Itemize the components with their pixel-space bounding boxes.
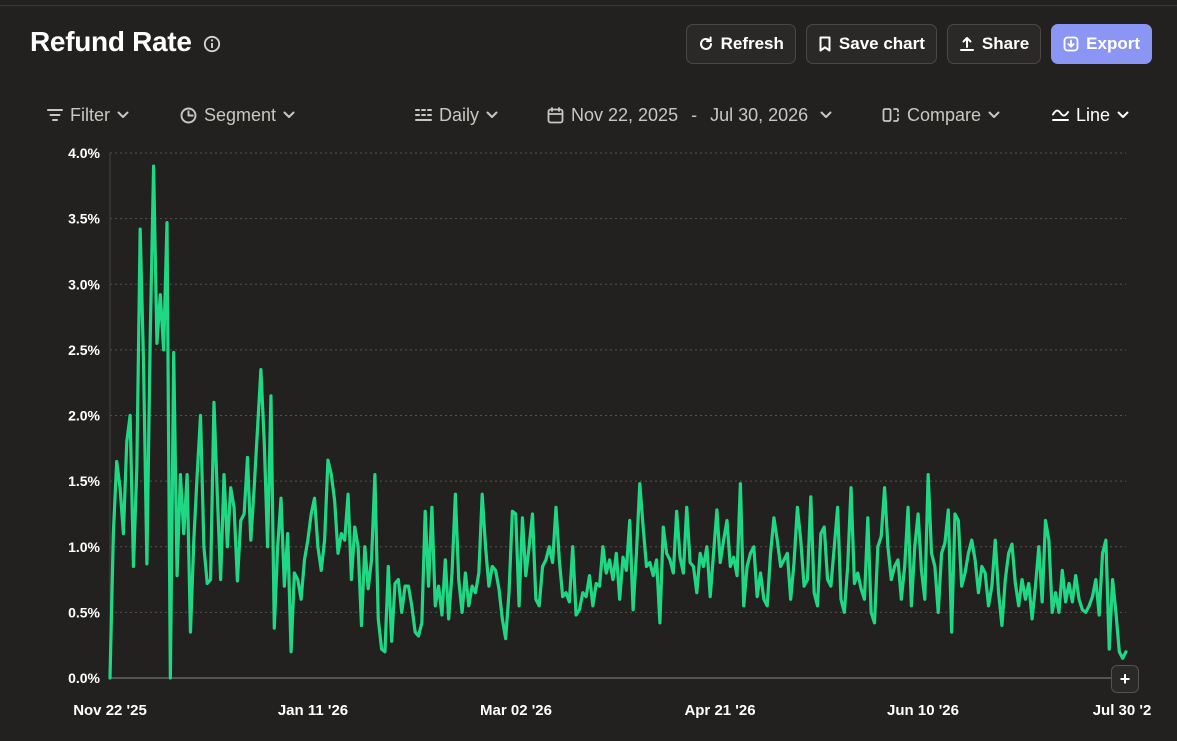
segment-dropdown[interactable]: Segment <box>180 98 295 132</box>
export-button[interactable]: Export <box>1051 24 1152 64</box>
save-chart-label: Save chart <box>838 34 925 53</box>
plus-icon: + <box>1119 668 1131 689</box>
share-button[interactable]: Share <box>946 24 1042 64</box>
filter-icon <box>47 109 63 121</box>
chevron-down-icon <box>117 111 129 118</box>
date-separator: - <box>691 104 698 125</box>
date-end: Jul 30, 2026 <box>710 104 809 125</box>
y-tick-label: 3.0% <box>68 276 100 292</box>
chart-actions: Refresh Save chart Share Export <box>685 24 1152 64</box>
filter-label: Filter <box>70 104 110 125</box>
refund-rate-line-chart[interactable]: 0.0% 0.5% 1.0% 1.5% 2.0% 2.5% 3.0% 3.5% 4.0% Nov… <box>0 140 1177 730</box>
upload-icon <box>959 37 974 51</box>
segment-label: Segment <box>204 104 277 125</box>
y-tick-label: 0.0% <box>68 670 100 686</box>
chevron-down-icon <box>283 111 295 118</box>
bookmark-icon <box>819 36 831 52</box>
x-tick-label: Mar 02 '26 <box>480 702 552 719</box>
export-label: Export <box>1086 34 1140 53</box>
compare-label: Compare <box>907 104 982 125</box>
y-tick-label: 4.0% <box>68 145 100 161</box>
share-label: Share <box>981 34 1030 53</box>
y-tick-label: 2.0% <box>68 408 100 424</box>
pie-icon <box>180 107 197 123</box>
x-axis: Nov 22 '25 Jan 11 '26 Mar 02 '26 Apr 21 '26… <box>73 702 1151 719</box>
x-tick-label: Jun 10 '26 <box>887 702 959 719</box>
compare-icon <box>882 108 899 122</box>
chevron-down-icon <box>820 111 832 118</box>
date-start: Nov 22, 2025 <box>571 104 679 125</box>
refresh-button[interactable]: Refresh <box>685 24 796 64</box>
x-tick-label: Jul 30 '2 <box>1093 702 1152 719</box>
chart-type-label: Line <box>1076 104 1111 125</box>
y-tick-label: 2.5% <box>68 342 100 358</box>
add-annotation-button[interactable]: + <box>1111 665 1139 693</box>
date-range-picker[interactable]: Nov 22, 2025 - Jul 30, 2026 <box>547 98 832 132</box>
chevron-down-icon <box>486 111 498 118</box>
y-tick-label: 3.5% <box>68 211 100 227</box>
interval-dropdown[interactable]: Daily <box>415 98 498 132</box>
chart-header: Refund Rate <box>30 26 222 58</box>
chart-toolbar: Filter Segment Daily Nov 22, 2025 - Jul … <box>0 98 1177 132</box>
save-chart-button[interactable]: Save chart <box>805 24 937 64</box>
refresh-icon <box>699 36 712 50</box>
filter-dropdown[interactable]: Filter <box>47 98 129 132</box>
compare-dropdown[interactable]: Compare <box>882 98 1000 132</box>
line-chart-icon <box>1052 109 1069 121</box>
page-title: Refund Rate <box>30 26 192 57</box>
chevron-down-icon <box>1117 111 1129 118</box>
chevron-down-icon <box>988 111 1000 118</box>
download-icon <box>1063 36 1079 52</box>
refresh-label: Refresh <box>720 34 784 53</box>
grid <box>109 152 1126 679</box>
chart-type-dropdown[interactable]: Line <box>1052 98 1129 132</box>
top-divider <box>0 5 1177 6</box>
x-tick-label: Nov 22 '25 <box>73 702 147 719</box>
info-icon[interactable] <box>202 34 222 54</box>
x-tick-label: Apr 21 '26 <box>684 702 755 719</box>
calendar-icon <box>547 106 564 123</box>
y-tick-label: 1.0% <box>68 539 100 555</box>
interval-icon <box>415 109 432 121</box>
y-tick-label: 0.5% <box>68 604 100 620</box>
y-axis: 0.0% 0.5% 1.0% 1.5% 2.0% 2.5% 3.0% 3.5% 4.0% <box>68 145 100 686</box>
series-layer <box>108 164 1128 680</box>
x-tick-label: Jan 11 '26 <box>278 702 348 719</box>
series-line[interactable] <box>108 164 1128 680</box>
y-tick-label: 1.5% <box>68 473 100 489</box>
interval-label: Daily <box>439 104 480 125</box>
